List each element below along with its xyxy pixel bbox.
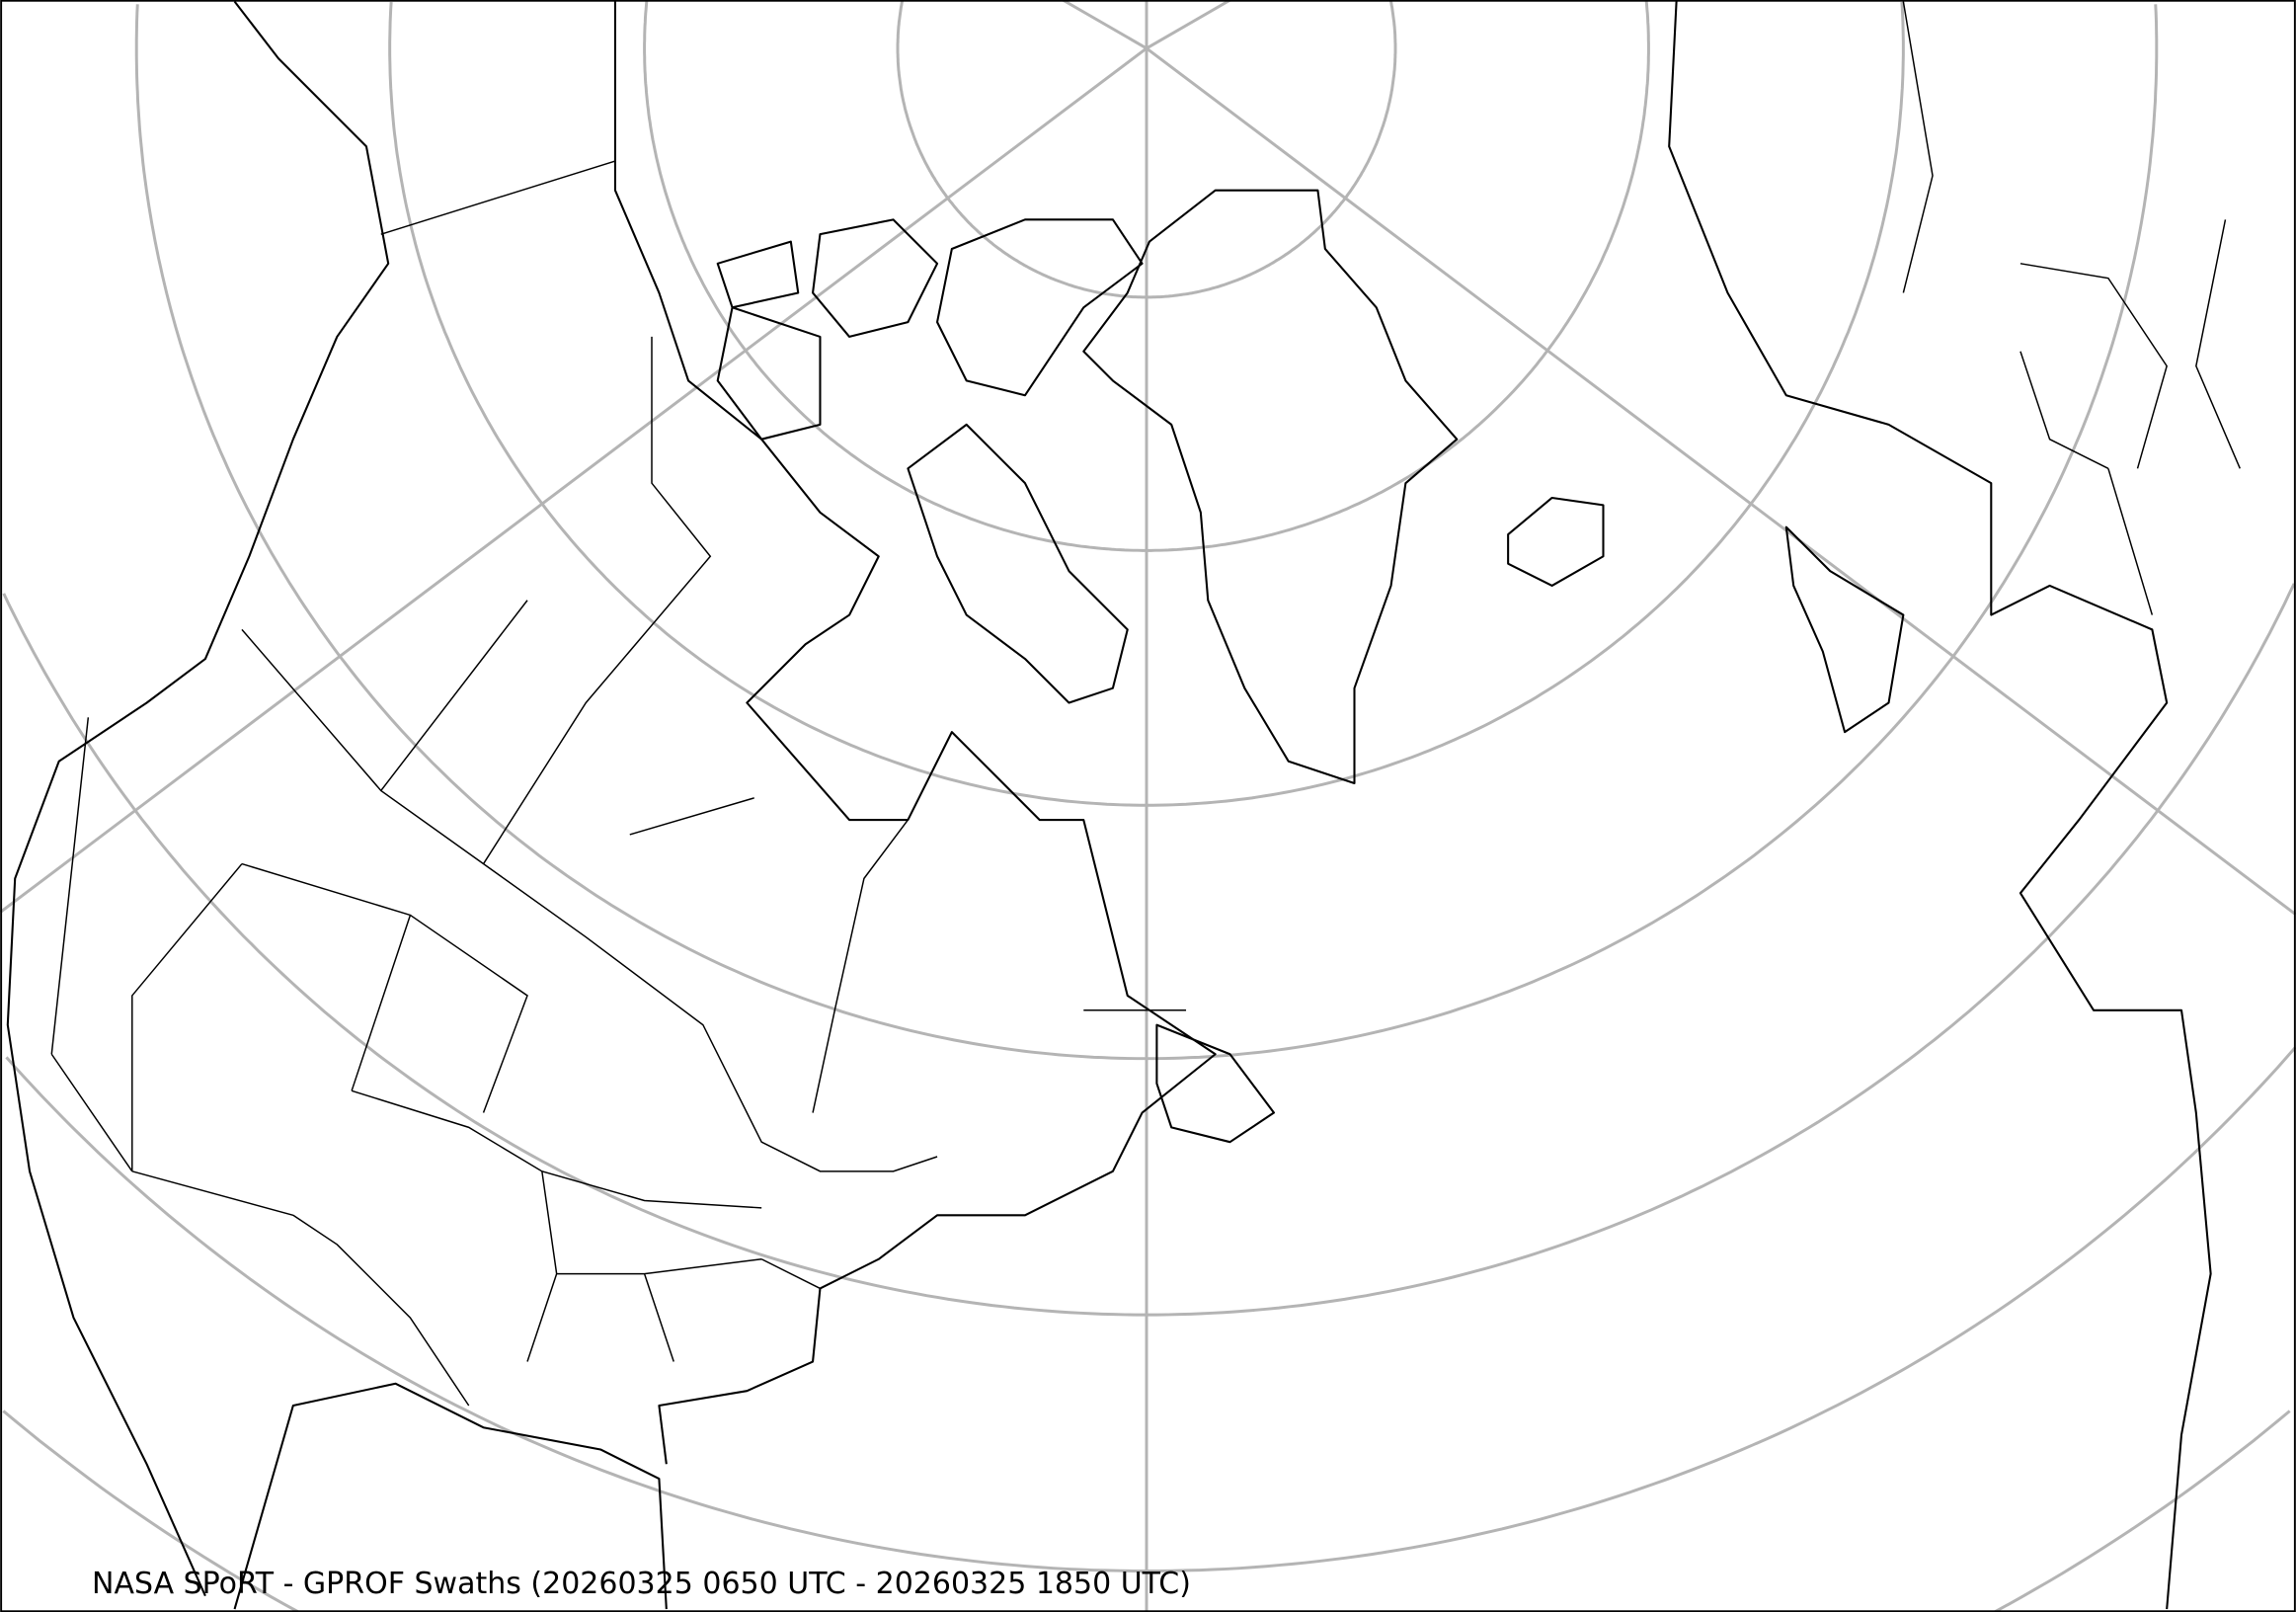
arctic-islands xyxy=(716,218,1144,441)
baffin-island xyxy=(907,423,1129,704)
meridian-line xyxy=(1146,0,1231,50)
british-isles-outline xyxy=(1784,525,1905,734)
newfoundland xyxy=(1155,1023,1276,1144)
latitude-circle xyxy=(643,0,1650,552)
latitude-circle xyxy=(388,1,1905,807)
meridian-line xyxy=(1062,0,1148,50)
europe-outline xyxy=(1668,1,2212,1610)
latitude-circle xyxy=(5,1046,2296,1572)
coastlines xyxy=(6,0,2212,1610)
greenland-outline xyxy=(1082,189,1459,785)
political-borders xyxy=(50,1,2241,1407)
meridian-line xyxy=(0,46,1148,914)
latitude-circle xyxy=(134,4,2159,1061)
iceland-outline xyxy=(1507,496,1605,587)
north-america-outline xyxy=(6,0,1217,1610)
latitude-circle xyxy=(2,1410,2291,1612)
map-caption: NASA SPoRT - GPROF Swaths (20260325 0650… xyxy=(92,1567,1191,1601)
canada-us-border xyxy=(241,628,938,1172)
europe-borders xyxy=(1902,1,2241,615)
latitude-circle xyxy=(2,583,2296,1317)
latitude-circle xyxy=(896,0,1397,299)
canada-provincial-borders xyxy=(380,160,1187,1113)
meridian-line xyxy=(1146,46,2296,916)
us-state-borders xyxy=(50,717,821,1407)
